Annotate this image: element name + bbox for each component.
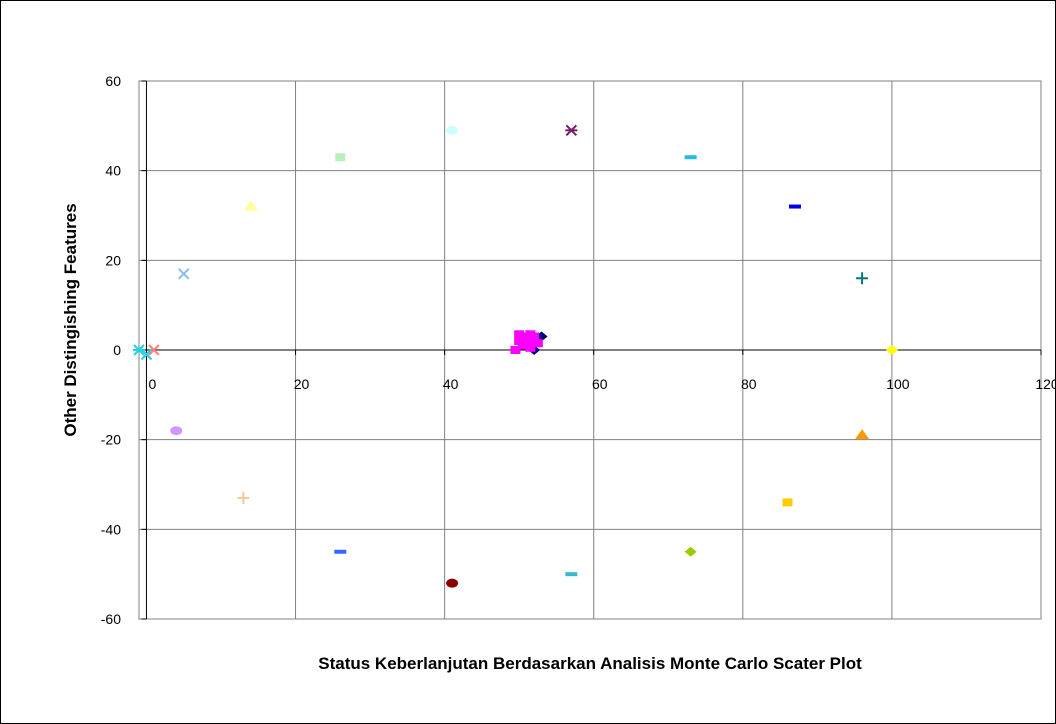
data-point — [334, 549, 347, 554]
data-point — [529, 332, 540, 341]
data-point — [565, 572, 578, 577]
y-axis-title: Other Distingishing Features — [61, 203, 80, 436]
data-point — [446, 125, 459, 135]
data-point — [178, 268, 190, 280]
x-tick-label: 40 — [443, 376, 459, 392]
data-point — [684, 546, 697, 557]
x-tick-label: 60 — [592, 376, 608, 392]
data-point — [856, 272, 869, 285]
data-point — [514, 330, 525, 339]
data-point — [855, 429, 870, 440]
data-point — [684, 155, 697, 160]
data-point — [514, 337, 525, 346]
axis-layer — [139, 80, 1042, 620]
data-point — [532, 339, 543, 348]
data-point — [237, 491, 250, 504]
data-point — [525, 343, 536, 352]
data-point — [243, 200, 258, 211]
x-tick-label: 120 — [1035, 376, 1055, 392]
data-point — [510, 346, 521, 354]
y-tick-label: 40 — [105, 163, 121, 179]
data-point — [170, 426, 183, 436]
data-point — [517, 341, 528, 350]
x-axis-title: Status Keberlanjutan Berdasarkan Analisi… — [318, 654, 862, 673]
y-tick-label: 20 — [105, 252, 121, 268]
data-point — [335, 153, 346, 162]
y-tick-label: 0 — [113, 342, 121, 358]
data-point — [148, 344, 160, 356]
points-layer — [133, 124, 898, 588]
x-tick-label: 100 — [886, 376, 910, 392]
data-point — [521, 332, 532, 341]
data-point — [565, 124, 578, 137]
tick-labels: 0 20 40 60 80 100 120 -60 -40 -20 0 20 40 60 — [101, 73, 1055, 627]
x-tick-label: 20 — [294, 376, 310, 392]
x-tick-label: 80 — [741, 376, 757, 392]
x-tick-label: 0 — [149, 376, 157, 392]
data-point — [885, 345, 898, 355]
data-point — [789, 204, 801, 209]
y-tick-label: -20 — [101, 432, 121, 448]
y-tick-label: 60 — [105, 73, 121, 89]
data-point — [140, 348, 153, 361]
y-tick-label: -60 — [101, 611, 121, 627]
data-point — [446, 578, 459, 588]
data-point — [782, 498, 793, 507]
y-tick-label: -40 — [101, 521, 121, 537]
